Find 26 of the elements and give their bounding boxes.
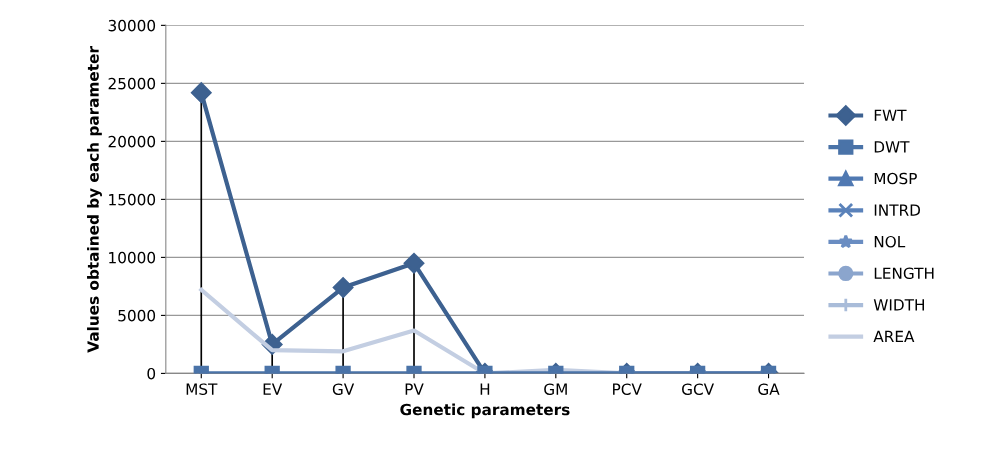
y-tick-label: 0 (147, 367, 156, 380)
y-tick-label: 15000 (109, 193, 156, 206)
legend-label: WIDTH (873, 299, 924, 311)
x-tick-label: PCV (613, 383, 642, 395)
legend-label: NOL (874, 235, 906, 248)
legend-label: FWT (874, 109, 907, 121)
legend-label: AREA (873, 330, 915, 343)
legend-label: DWT (874, 141, 910, 153)
y-tick-label: 25000 (108, 77, 156, 90)
y-tick-label: 5000 (118, 309, 156, 322)
x-tick-label: EV (263, 383, 283, 395)
x-tick-label: MST (186, 383, 218, 395)
y-tick-label: 20000 (108, 135, 156, 148)
x-tick-label: H (480, 383, 490, 395)
legend-label: MOSP (874, 172, 917, 185)
y-axis-title: Values obtained by each parameter (87, 46, 102, 353)
x-tick-label: PV (405, 383, 424, 395)
x-tick-label: GV (332, 383, 355, 395)
x-axis-title: Genetic parameters (400, 403, 570, 419)
x-tick-label: GA (758, 383, 780, 395)
legend-label: LENGTH (874, 267, 934, 280)
x-tick-label: GCV (682, 383, 714, 395)
y-tick-label: 10000 (109, 251, 156, 264)
x-tick-label: GM (544, 383, 567, 395)
y-tick-label: 30000 (108, 19, 156, 32)
legend-label: INTRD (874, 204, 921, 216)
